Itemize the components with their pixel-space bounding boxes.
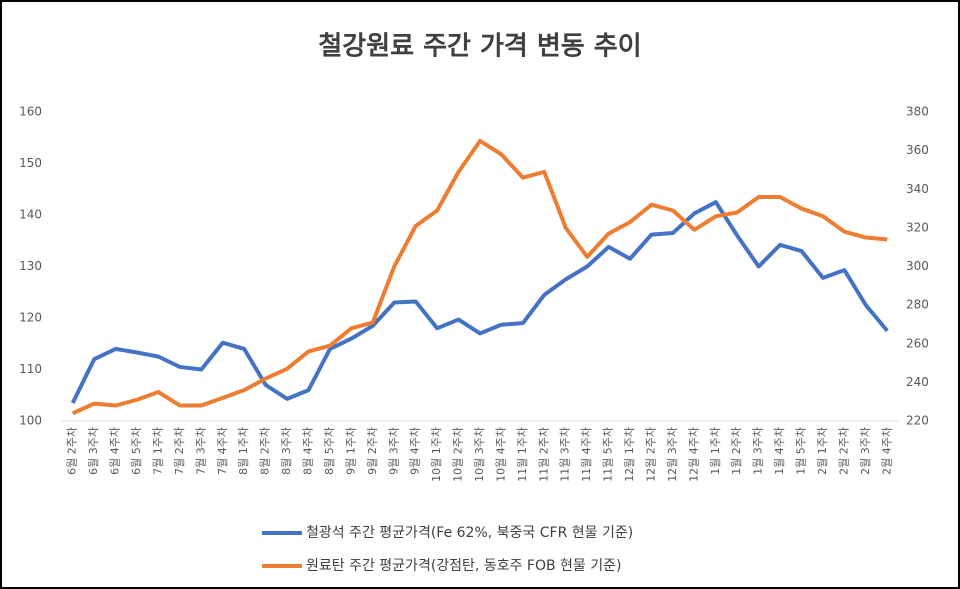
y2-tick-label: 240 [906,375,929,389]
x-tick-label: 7월 4주차 [216,427,229,475]
x-tick-label: 12월 2주차 [644,427,657,482]
x-tick-label: 1월 4주차 [773,427,786,475]
x-tick-label: 9월 1주차 [344,427,357,475]
series-line [71,138,888,416]
x-tick-label: 6월 4주차 [109,427,122,475]
x-tick-label: 1월 5주차 [795,427,808,475]
legend-label: 원료탄 주간 평균가격(강점탄, 동호주 FOB 현물 기준) [306,558,621,574]
x-tick-label: 7월 3주차 [194,427,207,475]
x-tick-label: 2월 1주차 [816,427,829,475]
x-tick-label: 2월 4주차 [880,427,893,475]
y2-tick-label: 300 [906,259,929,273]
x-tick-label: 11월 1주차 [516,427,529,482]
series-line [70,200,889,404]
y2-tick-label: 340 [906,182,929,196]
y2-tick-label: 260 [906,336,929,350]
x-tick-label: 6월 5주차 [130,427,143,475]
y-tick-label: 100 [19,414,42,428]
x-tick-label: 10월 4주차 [494,427,507,482]
x-tick-label: 1월 3주차 [752,427,765,475]
y2-tick-label: 320 [906,220,929,234]
x-tick-label: 2월 3주차 [859,427,872,475]
x-tick-label: 10월 2주차 [452,427,465,482]
x-tick-label: 8월 1주차 [237,427,250,475]
x-tick-label: 1월 1주차 [709,427,722,475]
x-tick-label: 9월 4주차 [409,427,422,475]
x-tick-label: 11월 3주차 [559,427,572,482]
x-tick-label: 6월 2주차 [66,427,79,475]
x-tick-label: 11월 4주차 [580,427,593,482]
x-tick-label: 8월 2주차 [259,427,272,475]
x-tick-label: 9월 3주차 [387,427,400,475]
x-tick-label: 10월 3주차 [473,427,486,482]
x-tick-label: 8월 4주차 [302,427,315,475]
y-tick-label: 150 [19,156,42,170]
chart-title: 철강원료 주간 가격 변동 추이 [318,32,641,62]
x-tick-label: 8월 5주차 [323,427,336,475]
y-tick-label: 140 [19,208,42,222]
y2-tick-label: 220 [906,414,929,428]
y-tick-label: 110 [19,362,42,376]
y2-tick-label: 280 [906,298,929,312]
x-tick-label: 2월 2주차 [837,427,850,475]
y-tick-label: 120 [19,311,42,325]
x-tick-label: 11월 2주차 [537,427,550,482]
x-tick-label: 7월 2주차 [173,427,186,475]
y2-tick-label: 380 [906,105,929,119]
x-tick-label: 6월 3주차 [87,427,100,475]
x-tick-label: 10월 1주차 [430,427,443,482]
x-tick-label: 12월 1주차 [623,427,636,482]
x-tick-label: 8월 3주차 [280,427,293,475]
x-tick-label: 9월 2주차 [366,427,379,475]
legend-label: 철광석 주간 평균가격(Fe 62%, 북중국 CFR 현물 기준) [306,525,633,541]
y2-tick-label: 360 [906,143,929,157]
x-tick-label: 12월 4주차 [687,427,700,482]
x-tick-label: 11월 5주차 [602,427,615,482]
x-tick-label: 1월 2주차 [730,427,743,475]
x-tick-label: 7월 1주차 [151,427,164,475]
x-tick-label: 12월 3주차 [666,427,679,482]
y-tick-label: 130 [19,259,42,273]
y-tick-label: 160 [19,105,42,119]
